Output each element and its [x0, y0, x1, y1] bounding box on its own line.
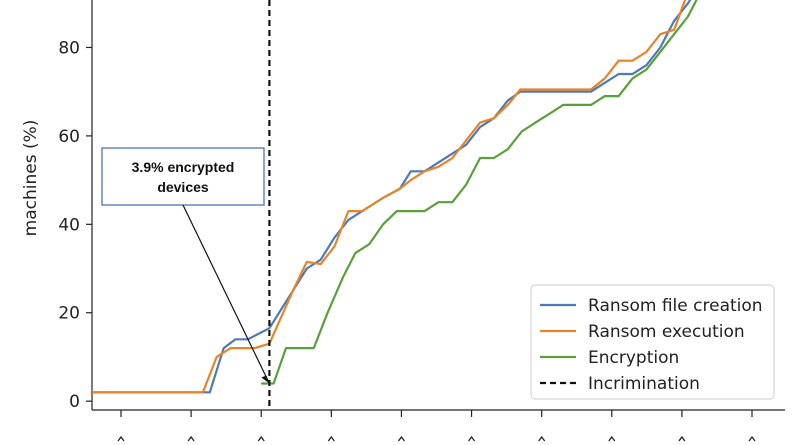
y-tick-label: 20 — [58, 304, 80, 324]
series-line-encryption — [261, 0, 698, 385]
x-tick-label-fragment — [608, 435, 616, 442]
series-lines — [92, 0, 698, 410]
x-tick-label-fragment — [678, 435, 686, 442]
x-tick-label-fragment — [748, 435, 756, 442]
annotation: 3.9% encrypted devices — [101, 147, 270, 384]
x-tick-label-fragment — [117, 435, 125, 442]
y-tick-label: 40 — [58, 215, 80, 235]
y-ticks: 0 20 40 60 80 — [58, 38, 92, 412]
legend: Ransom file creation Ransom execution Encr… — [530, 284, 775, 400]
legend-label: Encryption — [588, 348, 679, 368]
x-tick-label-fragment — [397, 435, 405, 442]
x-tick-label-fragment — [327, 435, 335, 442]
x-tick-label-fragment — [187, 435, 195, 442]
y-tick-label: 60 — [58, 127, 80, 147]
legend-label: Ransom execution — [588, 322, 745, 342]
x-tick-label-fragment — [538, 435, 546, 442]
series-line-ransom-file-creation — [92, 0, 692, 394]
annotation-text: devices — [157, 179, 209, 195]
y-tick-label: 0 — [69, 392, 80, 412]
annotation-text: 3.9% encrypted — [132, 159, 235, 175]
annotation-arrowhead — [261, 375, 270, 384]
axes — [91, 0, 785, 411]
annotation-box — [101, 147, 265, 206]
x-tick-label-fragment — [468, 435, 476, 442]
legend-label: Ransom file creation — [588, 296, 763, 316]
x-ticks — [117, 410, 756, 442]
x-tick-label-fragment — [257, 435, 265, 442]
legend-box — [530, 284, 775, 400]
annotation-arrow — [182, 204, 269, 382]
legend-label: Incrimination — [588, 374, 700, 394]
y-tick-label: 80 — [58, 38, 80, 58]
series-line-ransom-execution — [92, 0, 687, 394]
y-axis-label: machines (%) — [21, 120, 41, 237]
